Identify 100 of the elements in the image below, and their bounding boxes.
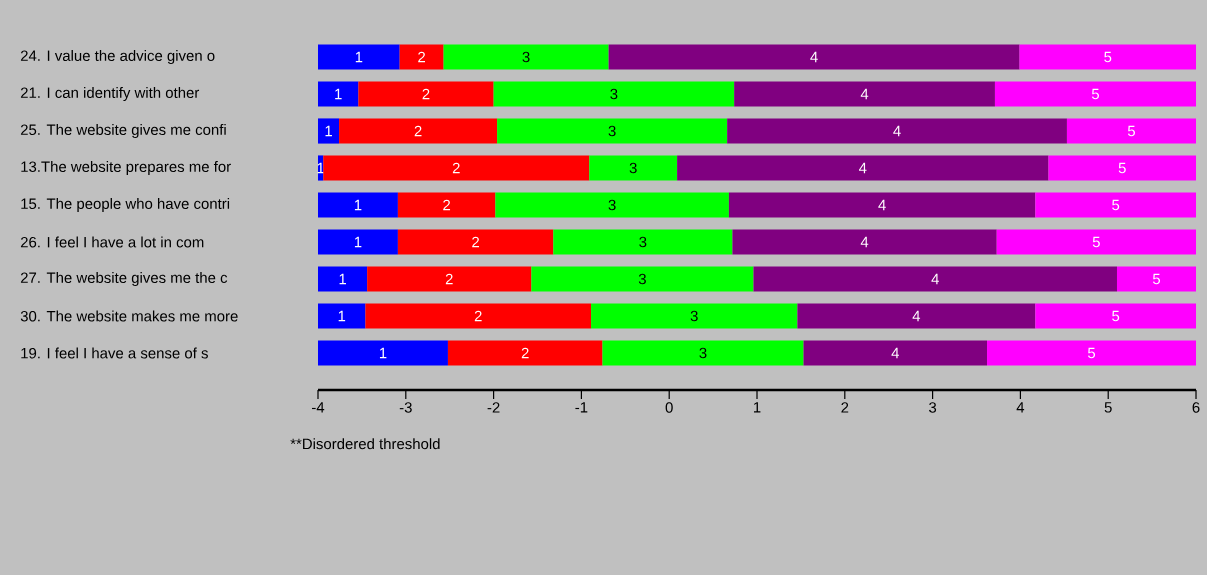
text: 2	[472, 236, 480, 248]
bar	[318, 266, 368, 292]
bar	[797, 303, 1036, 329]
y-tick-label: 27. The website gives me the c	[20, 272, 228, 286]
text: 1	[354, 199, 362, 211]
y-tick-label: 15. The people who have contri	[21, 198, 230, 212]
text: 2	[422, 88, 430, 100]
bar	[608, 44, 1020, 70]
text: 3	[610, 88, 618, 100]
bar	[397, 192, 496, 218]
text: 2	[452, 162, 460, 174]
bar	[323, 155, 590, 181]
bar	[497, 118, 728, 144]
text: 3	[629, 162, 637, 174]
bar	[996, 229, 1197, 255]
bar	[994, 81, 1197, 107]
bar	[803, 340, 988, 366]
text: 5	[1112, 199, 1120, 211]
bar	[753, 266, 1117, 292]
y-tick-label: 19. I feel I have a sense of s	[21, 347, 208, 359]
x-tick-label: -3	[399, 402, 412, 413]
bar	[318, 340, 448, 366]
bar	[987, 340, 1197, 366]
bar	[1019, 44, 1197, 70]
text: 4	[878, 199, 886, 211]
bar	[339, 118, 498, 144]
y-tick-label: 26. I feel I have a lot in com	[20, 236, 204, 248]
series-label: 4	[810, 51, 818, 63]
bar	[734, 81, 995, 107]
bar	[531, 266, 754, 292]
text: 3	[639, 236, 647, 248]
bar	[1035, 192, 1197, 218]
text: 5	[1127, 125, 1135, 137]
text: 3	[608, 199, 616, 211]
bar	[1048, 155, 1197, 181]
bar	[318, 81, 359, 107]
bar	[591, 303, 798, 329]
bar	[365, 303, 592, 329]
text: 4	[858, 162, 867, 174]
x-tick-label: -1	[575, 402, 588, 413]
text: 2	[474, 310, 482, 322]
x-tick-label: 0	[665, 402, 673, 413]
bar	[358, 81, 494, 107]
text: 2	[443, 199, 451, 211]
x-tick-label: 4	[1016, 402, 1025, 413]
bar	[399, 44, 444, 70]
text: 5	[1112, 310, 1120, 322]
text: 4	[893, 125, 901, 137]
text: 3	[699, 347, 707, 359]
y-tick-label: 13.The website prepares me for	[21, 161, 231, 175]
text: 5	[1092, 236, 1100, 248]
x-tick-label: 3	[929, 402, 937, 413]
bar	[318, 303, 366, 329]
bar	[727, 118, 1067, 144]
bar	[447, 340, 603, 366]
y-tick-label: 30. The website makes me more	[20, 310, 238, 322]
x-tick-label: 1	[753, 402, 761, 413]
text: 1	[354, 236, 362, 248]
x-tick-label: -4	[312, 402, 325, 413]
x-tick-label: 6	[1192, 402, 1200, 413]
text: 4	[891, 347, 900, 359]
text: 5	[1118, 162, 1126, 174]
bar	[1116, 266, 1197, 292]
text: 1	[325, 125, 332, 137]
text: 3	[690, 310, 698, 322]
text: 2	[521, 347, 529, 359]
text: 3	[522, 51, 530, 63]
text: 2	[418, 51, 426, 63]
bar	[443, 44, 609, 70]
bar	[728, 192, 1036, 218]
y-tick-label: 24. I value the advice given o	[20, 50, 215, 64]
text: 4	[860, 236, 869, 248]
bar	[318, 192, 398, 218]
text: 5	[1091, 88, 1100, 100]
bar	[493, 81, 735, 107]
text: 4	[912, 310, 921, 322]
y-tick-label: 21. I can identify with other	[20, 87, 200, 101]
text: 1	[355, 51, 363, 63]
bar	[318, 229, 398, 255]
bar	[732, 229, 997, 255]
series-label: 5	[1104, 51, 1112, 63]
text: 1	[379, 347, 387, 359]
y-tick-label: 25. The website gives me confi	[20, 124, 226, 138]
text: 5	[1087, 347, 1096, 359]
text: 1	[335, 88, 342, 100]
bar	[602, 340, 804, 366]
bar	[589, 155, 678, 181]
text: 3	[608, 125, 616, 137]
text: 1	[338, 310, 346, 322]
bar	[677, 155, 1049, 181]
bar	[553, 229, 733, 255]
bar	[1066, 118, 1197, 144]
bar	[318, 44, 400, 70]
text: 1	[339, 273, 347, 285]
text: 4	[931, 273, 939, 285]
text: 4	[860, 88, 869, 100]
x-tick-label: 2	[841, 402, 849, 413]
bar	[1035, 303, 1197, 329]
bar	[397, 229, 554, 255]
series-label: 2	[445, 273, 453, 285]
